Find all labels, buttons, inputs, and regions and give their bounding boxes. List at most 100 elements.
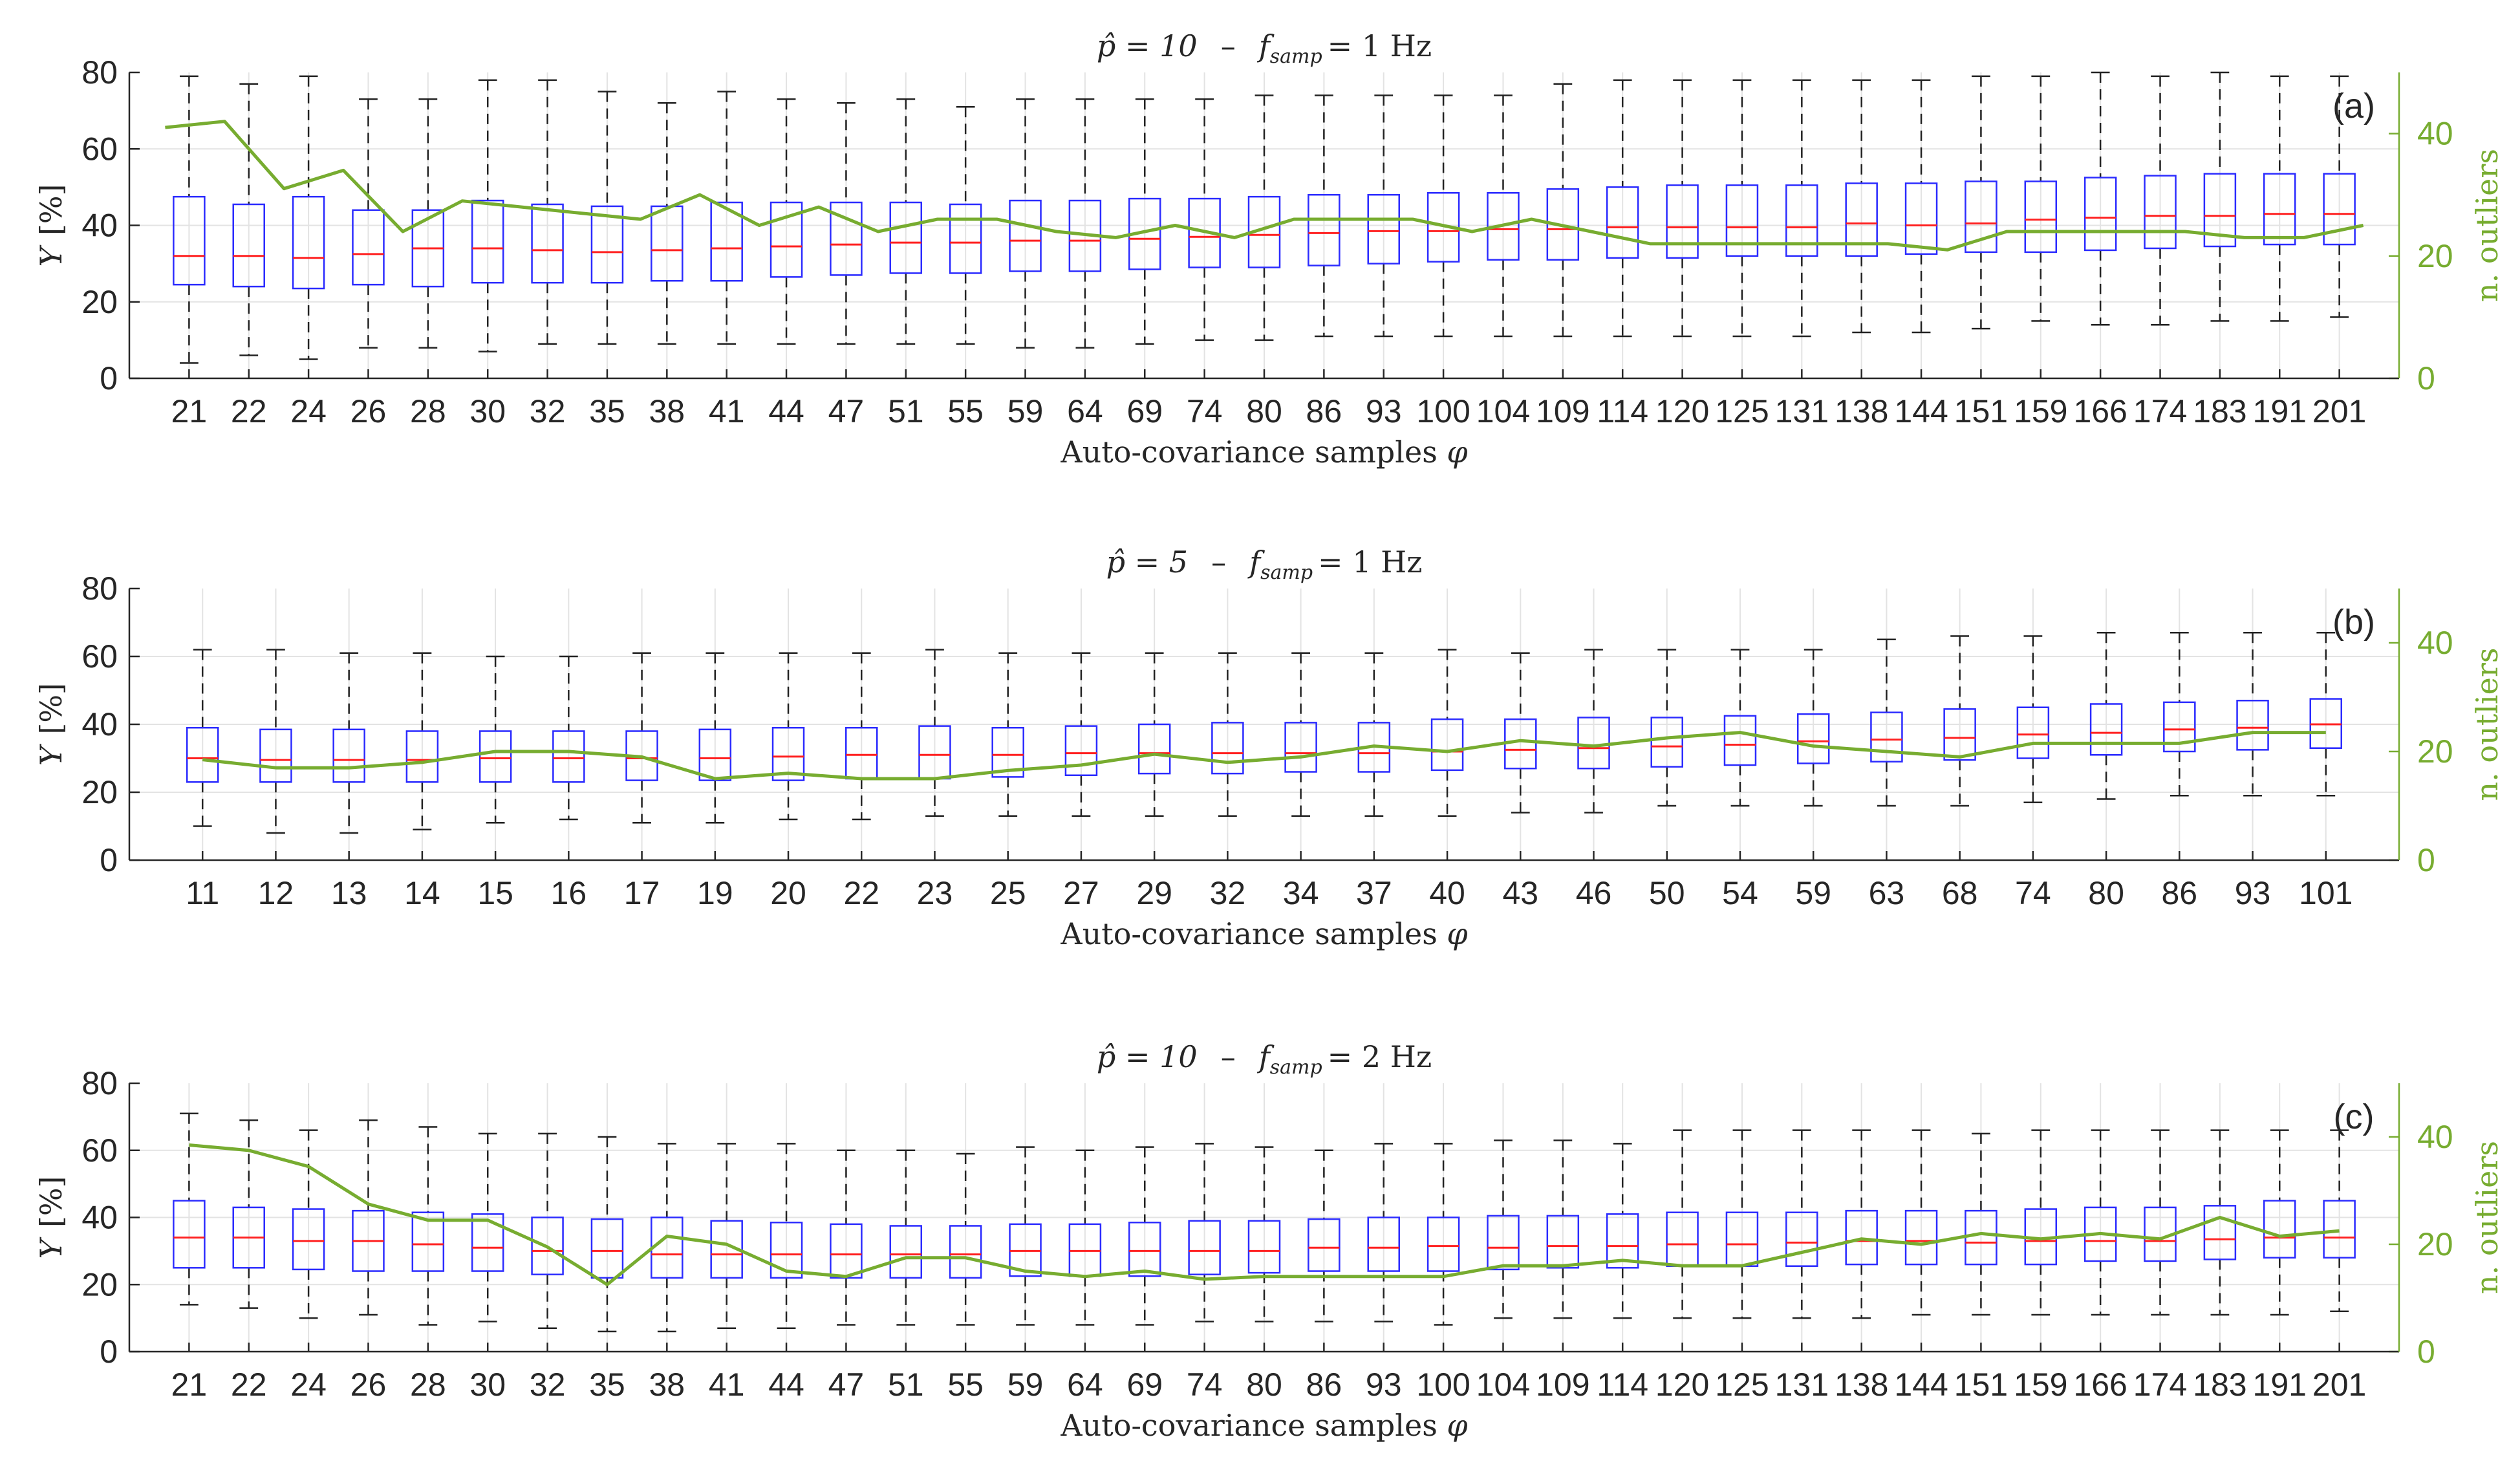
x-tick-label: 11 <box>186 875 219 911</box>
box-32 <box>1211 652 1244 817</box>
x-tick-label: 47 <box>828 1367 865 1403</box>
x-tick-label: 30 <box>469 1367 506 1403</box>
box-iqr <box>1845 182 1878 257</box>
box-41 <box>710 1143 743 1329</box>
box-86 <box>1308 94 1341 338</box>
box-34 <box>1284 652 1317 817</box>
box-iqr <box>1308 1218 1341 1272</box>
x-tick-label: 144 <box>1894 393 1948 429</box>
x-tick-label: 166 <box>2073 1367 2127 1403</box>
x-tick-label: 120 <box>1655 1367 1709 1403</box>
box-104 <box>1487 1139 1520 1319</box>
box-iqr <box>1009 199 1042 272</box>
box-131 <box>1785 79 1818 338</box>
box-138 <box>1845 79 1878 334</box>
x-axis-label-symbol: φ <box>1447 435 1468 470</box>
title-dash: – <box>1221 1039 1236 1074</box>
box-151 <box>1965 75 1998 330</box>
box-iqr <box>770 1222 803 1279</box>
x-tick-label: 59 <box>1007 393 1044 429</box>
box-35 <box>590 91 624 345</box>
box-19 <box>698 652 732 824</box>
x-tick-label: 201 <box>2312 393 2366 429</box>
outliers-count-line <box>189 1143 2340 1286</box>
box-16 <box>552 655 585 821</box>
box-iqr <box>405 730 439 783</box>
box-11 <box>186 649 219 827</box>
box-131 <box>1785 1129 1818 1319</box>
box-114 <box>1606 79 1639 338</box>
box-iqr <box>770 201 803 278</box>
x-tick-label: 138 <box>1835 1367 1888 1403</box>
x-tick-label: 26 <box>350 393 387 429</box>
x-tick-label: 28 <box>410 1367 446 1403</box>
box-iqr <box>411 1211 445 1272</box>
box-28 <box>411 98 445 349</box>
box-55 <box>949 105 982 345</box>
x-tick-label: 46 <box>1576 875 1612 911</box>
box-100 <box>1427 94 1460 338</box>
box-iqr <box>1725 184 1759 257</box>
box-59 <box>1009 98 1042 349</box>
y-tick-label: 20 <box>81 284 118 320</box>
title-p-hat: p̂ = 5 <box>1106 545 1189 579</box>
box-183 <box>2203 1129 2237 1316</box>
box-64 <box>1068 98 1102 349</box>
box-63 <box>1870 638 1903 807</box>
x-tick-label: 37 <box>1356 875 1392 911</box>
box-21 <box>173 1112 206 1306</box>
box-120 <box>1666 1129 1699 1319</box>
box-iqr <box>471 1213 504 1272</box>
box-125 <box>1725 79 1759 338</box>
x-tick-label: 44 <box>768 393 804 429</box>
y2-tick-label: 40 <box>2417 116 2453 152</box>
x-tick-label: 15 <box>477 875 513 911</box>
box-iqr <box>1308 193 1341 266</box>
y-axis-label-unit: [%] <box>34 1176 69 1228</box>
panel-title: p̂ = 5– fsamp = 1 Hz <box>1106 545 1423 584</box>
x-tick-label: 25 <box>990 875 1026 911</box>
x-axis-label: Auto-covariance samples φ <box>1060 435 1468 470</box>
x-tick-label: 125 <box>1715 1367 1769 1403</box>
box-iqr <box>710 1220 743 1279</box>
x-tick-label: 47 <box>828 393 865 429</box>
x-tick-label: 100 <box>1416 393 1470 429</box>
y-tick-label: 40 <box>81 706 118 742</box>
x-tick-label: 201 <box>2312 1367 2366 1403</box>
x-tick-label: 26 <box>350 1367 387 1403</box>
box-iqr <box>1487 191 1520 261</box>
box-iqr <box>1845 1209 1878 1266</box>
box-12 <box>259 649 292 834</box>
box-iqr <box>2323 173 2356 246</box>
box-iqr <box>332 728 365 783</box>
box-iqr <box>1785 1211 1818 1267</box>
box-iqr <box>1427 1216 1460 1272</box>
x-tick-label: 13 <box>331 875 367 911</box>
x-tick-label: 131 <box>1775 393 1829 429</box>
x-tick-label: 59 <box>1795 875 1831 911</box>
box-iqr <box>1904 182 1938 255</box>
x-axis-label-symbol: φ <box>1447 1408 1468 1443</box>
outliers-count-line <box>202 731 2326 781</box>
x-axis-label-text: Auto-covariance samples <box>1060 1408 1447 1443</box>
x-tick-label: 34 <box>1283 875 1319 911</box>
x-tick-label: 80 <box>2088 875 2124 911</box>
box-74 <box>1188 98 1221 341</box>
box-74 <box>2016 635 2050 803</box>
box-114 <box>1606 1143 1639 1319</box>
panel-tag: (a) <box>2332 87 2375 125</box>
x-tick-label: 114 <box>1597 393 1648 429</box>
box-iqr <box>1211 722 1244 775</box>
box-iqr <box>259 728 292 783</box>
box-iqr <box>1367 193 1400 265</box>
y2-tick-label: 20 <box>2417 733 2453 770</box>
box-14 <box>405 652 439 830</box>
box-80 <box>2089 632 2123 800</box>
box-iqr <box>1430 718 1464 772</box>
box-59 <box>1009 1146 1042 1326</box>
box-20 <box>771 652 805 821</box>
box-24 <box>292 75 325 360</box>
y-tick-label: 0 <box>100 360 118 396</box>
box-25 <box>991 652 1024 817</box>
